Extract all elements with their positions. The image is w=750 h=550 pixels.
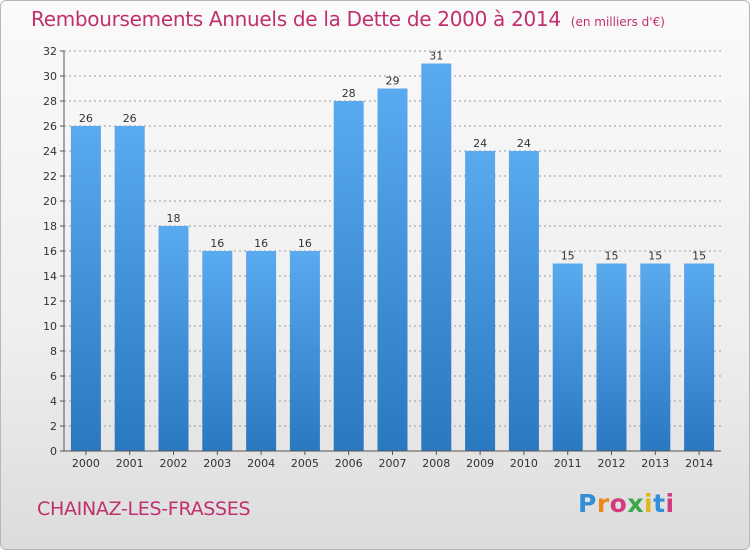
y-tick-label: 24 [43, 145, 57, 158]
data-label-2012: 15 [605, 250, 619, 263]
y-tick-label: 32 [43, 45, 57, 58]
bar-2010[interactable] [508, 151, 539, 451]
bar-2001[interactable] [114, 126, 145, 451]
y-tick-label: 0 [50, 445, 57, 458]
logo-letter: o [609, 489, 628, 518]
y-tick-label: 28 [43, 95, 57, 108]
y-tick-label: 8 [50, 345, 57, 358]
data-label-2000: 26 [79, 112, 93, 125]
data-label-2003: 16 [210, 237, 224, 250]
data-label-2008: 31 [429, 50, 443, 63]
y-tick-label: 20 [43, 195, 57, 208]
data-label-2005: 16 [298, 237, 312, 250]
bar-2002[interactable] [158, 226, 189, 451]
x-tick-label-2002: 2002 [160, 457, 188, 470]
bar-2008[interactable] [421, 63, 452, 452]
data-label-2001: 26 [123, 112, 137, 125]
bar-layer: 26 26 18 16 16 16 28 29 31 24 24 15 15 15 15 [70, 50, 715, 452]
data-label-2011: 15 [561, 250, 575, 263]
x-tick-label-2014: 2014 [685, 457, 713, 470]
logo-letter: x [627, 489, 644, 518]
y-tick-label: 2 [50, 420, 57, 433]
y-tick-label: 14 [43, 270, 57, 283]
y-tick-label: 30 [43, 70, 57, 83]
y-tick-label: 16 [43, 245, 57, 258]
bar-2013[interactable] [640, 263, 671, 452]
x-tick-label-2007: 2007 [379, 457, 407, 470]
logo-letter: t [653, 489, 666, 518]
bar-2005[interactable] [289, 251, 320, 451]
bar-2004[interactable] [246, 251, 277, 451]
logo-letter: i [665, 489, 675, 518]
y-tick-label: 4 [50, 395, 57, 408]
logo-letter: i [644, 489, 654, 518]
y-tick-label: 18 [43, 220, 57, 233]
bar-2011[interactable] [552, 263, 583, 452]
x-tick-label-2008: 2008 [422, 457, 450, 470]
x-tick-label-2011: 2011 [554, 457, 582, 470]
y-tick-label: 26 [43, 120, 57, 133]
x-tick-label-2003: 2003 [203, 457, 231, 470]
data-label-2004: 16 [254, 237, 268, 250]
data-label-2010: 24 [517, 137, 531, 150]
x-tick-label-2009: 2009 [466, 457, 494, 470]
data-label-2009: 24 [473, 137, 487, 150]
proxiti-logo[interactable]: Proxiti [578, 489, 675, 518]
x-tick-label-2000: 2000 [72, 457, 100, 470]
chart-title-row: Remboursements Annuels de la Dette de 20… [31, 7, 665, 31]
logo-letter: r [596, 489, 610, 518]
chart-unit-note: (en milliers d'€) [570, 15, 665, 29]
data-label-2013: 15 [648, 250, 662, 263]
logo-letter: P [578, 489, 597, 518]
bar-2006[interactable] [333, 101, 364, 451]
data-label-2014: 15 [692, 250, 706, 263]
x-tick-label-2013: 2013 [641, 457, 669, 470]
bar-2012[interactable] [596, 263, 627, 452]
y-tick-label: 12 [43, 295, 57, 308]
chart-title: Remboursements Annuels de la Dette de 20… [31, 7, 561, 31]
data-label-2007: 29 [386, 75, 400, 88]
data-label-2006: 28 [342, 87, 356, 100]
x-tick-label-2001: 2001 [116, 457, 144, 470]
bar-2003[interactable] [202, 251, 233, 451]
bar-2014[interactable] [684, 263, 715, 452]
x-tick-label-2010: 2010 [510, 457, 538, 470]
x-tick-label-2005: 2005 [291, 457, 319, 470]
y-tick-label: 6 [50, 370, 57, 383]
bar-2009[interactable] [465, 151, 496, 451]
bar-2000[interactable] [70, 126, 101, 451]
y-tick-label: 22 [43, 170, 57, 183]
y-tick-label: 10 [43, 320, 57, 333]
place-name: CHAINAZ-LES-FRASSES [37, 498, 251, 520]
data-label-2002: 18 [167, 212, 181, 225]
x-tick-label-2006: 2006 [335, 457, 363, 470]
x-tick-label-2012: 2012 [598, 457, 626, 470]
x-tick-label-2004: 2004 [247, 457, 275, 470]
bar-2007[interactable] [377, 88, 408, 452]
